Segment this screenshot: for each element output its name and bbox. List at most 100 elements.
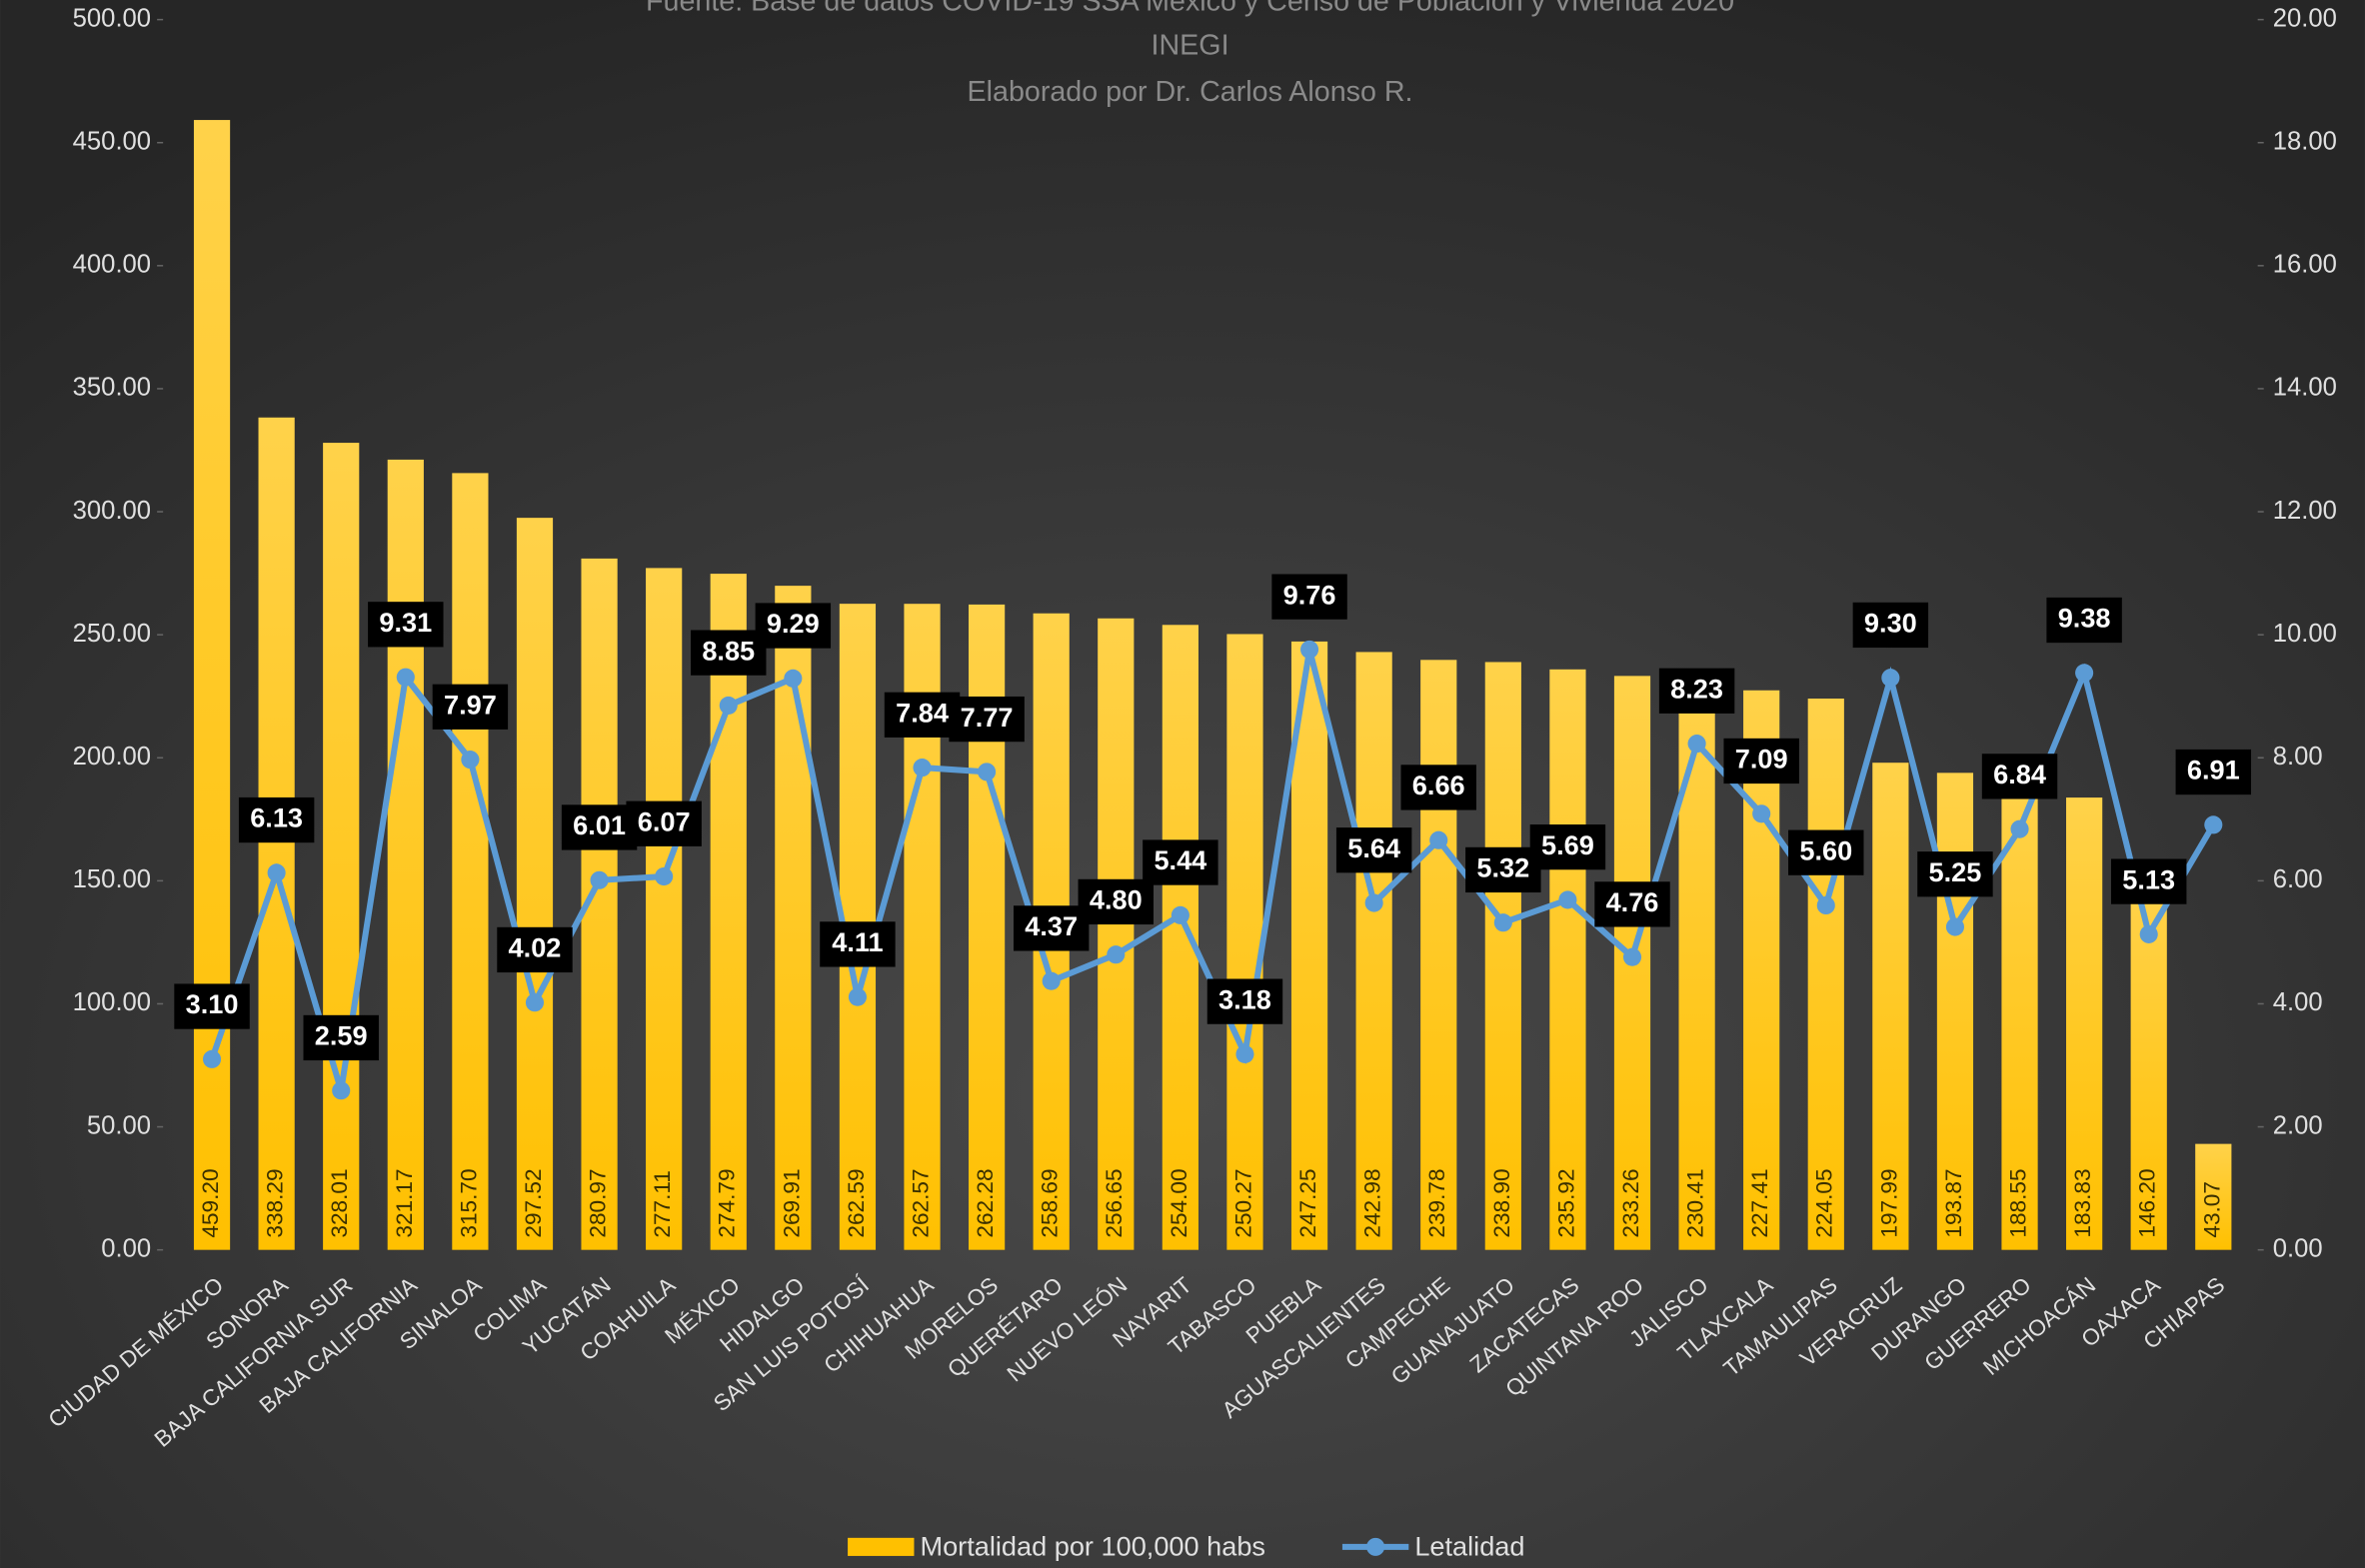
y2-tick-label: 18.00 — [2273, 127, 2337, 155]
y-tick-label: 300.00 — [73, 497, 151, 525]
bar — [1807, 699, 1844, 1250]
line-point — [784, 669, 803, 688]
bar-value-label: 256.65 — [1102, 1168, 1127, 1237]
line-point — [655, 866, 674, 886]
value-label-box — [561, 804, 638, 850]
y2-tick-label: 12.00 — [2273, 497, 2337, 525]
value-label-box — [626, 800, 702, 846]
bar-value-label: 239.78 — [1424, 1168, 1449, 1237]
y-tick-label: 350.00 — [73, 374, 151, 402]
bar-value-label: 242.98 — [1360, 1168, 1385, 1237]
value-label-box — [1143, 839, 1218, 885]
value-label-box — [1658, 668, 1735, 714]
value-label-box — [1013, 905, 1090, 951]
bar — [452, 473, 489, 1250]
bar — [710, 574, 747, 1250]
bar-value-label: 146.20 — [2135, 1168, 2160, 1237]
line-value-label: 9.31 — [379, 607, 432, 638]
line-point — [2010, 819, 2029, 838]
line-point — [525, 993, 545, 1012]
bar-value-label: 197.99 — [1876, 1168, 1901, 1237]
y2-tick-label: 4.00 — [2273, 988, 2323, 1016]
bar-value-label: 315.70 — [456, 1168, 481, 1237]
y-tick-label: 0.00 — [101, 1234, 151, 1262]
value-label-box — [1335, 827, 1412, 873]
y-tick-label: 200.00 — [73, 743, 151, 771]
bar — [775, 586, 812, 1250]
line-value-label: 6.01 — [573, 809, 626, 840]
bar-value-label: 269.91 — [779, 1168, 804, 1237]
value-label-box — [238, 796, 315, 843]
line-value-label: 5.32 — [1476, 852, 1529, 883]
y-tick-label: 50.00 — [87, 1111, 151, 1139]
y2-tick-label: 8.00 — [2273, 743, 2323, 771]
line-point — [2139, 924, 2158, 943]
line-value-label: 3.18 — [1218, 983, 1271, 1014]
bar — [646, 568, 683, 1250]
bar — [2130, 889, 2167, 1250]
line-point — [1235, 1044, 1254, 1063]
line-value-label: 8.85 — [702, 635, 755, 666]
value-label-box — [1852, 602, 1929, 649]
line-value-label: 4.37 — [1025, 910, 1078, 941]
line-point — [1816, 895, 1835, 915]
line-value-label: 5.60 — [1799, 834, 1852, 865]
bar-value-label: 328.01 — [327, 1168, 352, 1237]
line-point — [913, 759, 932, 778]
line-value-label: 7.09 — [1735, 744, 1788, 775]
line-point — [1429, 830, 1448, 849]
line-value-label: 6.84 — [1993, 759, 2046, 789]
bar-value-label: 277.11 — [650, 1170, 675, 1237]
line-value-label: 6.13 — [250, 802, 303, 833]
y-tick-label: 150.00 — [73, 865, 151, 893]
line-point — [719, 696, 738, 715]
y2-tick-label: 6.00 — [2273, 865, 2323, 893]
bar — [323, 443, 360, 1250]
bar — [2066, 797, 2103, 1250]
bar-value-label: 321.17 — [392, 1168, 417, 1237]
line-value-label: 7.97 — [444, 689, 497, 720]
value-label-box — [2111, 858, 2187, 904]
bar-value-label: 193.87 — [1941, 1168, 1966, 1237]
line-point — [1752, 804, 1771, 823]
value-label-box — [1206, 978, 1283, 1024]
bar — [1484, 662, 1521, 1250]
y-tick-label: 500.00 — [73, 4, 151, 32]
value-label-box — [884, 692, 961, 738]
bar-value-label: 274.79 — [715, 1168, 740, 1237]
line-point — [978, 763, 997, 782]
y2-tick-label: 10.00 — [2273, 620, 2337, 648]
line-value-label: 9.30 — [1864, 608, 1917, 639]
line-value-label: 4.11 — [832, 926, 883, 957]
y2-tick-label: 2.00 — [2273, 1111, 2323, 1139]
line-value-label: 5.64 — [1347, 832, 1400, 863]
line-value-label: 5.44 — [1154, 844, 1206, 875]
line-value-label: 5.69 — [1541, 829, 1594, 860]
value-label-box — [820, 921, 896, 967]
line-value-label: 3.10 — [186, 988, 239, 1019]
line-point — [1558, 890, 1577, 909]
value-label-box — [432, 684, 509, 730]
value-label-box — [2046, 597, 2122, 644]
line-value-label: 6.66 — [1412, 770, 1465, 800]
y-tick-label: 450.00 — [73, 127, 151, 155]
y2-tick-label: 16.00 — [2273, 251, 2337, 279]
bar — [1098, 618, 1135, 1250]
line-point — [1364, 893, 1383, 912]
line-point — [590, 870, 609, 889]
line-point — [2075, 664, 2094, 683]
bar — [1549, 669, 1586, 1250]
line-point — [1300, 640, 1319, 659]
bar-value-label: 188.55 — [2006, 1168, 2031, 1237]
value-label-box — [1271, 574, 1347, 620]
line-point — [267, 863, 286, 882]
line-value-label: 5.25 — [1929, 856, 1982, 887]
line-value-label: 5.13 — [2122, 863, 2175, 894]
bar-value-label: 183.83 — [2070, 1168, 2095, 1237]
bar-value-label: 459.20 — [198, 1168, 223, 1237]
value-label-box — [1788, 829, 1864, 875]
bar-value-label: 262.28 — [973, 1168, 998, 1237]
bar — [193, 120, 231, 1250]
bar-value-label: 254.00 — [1167, 1168, 1191, 1237]
